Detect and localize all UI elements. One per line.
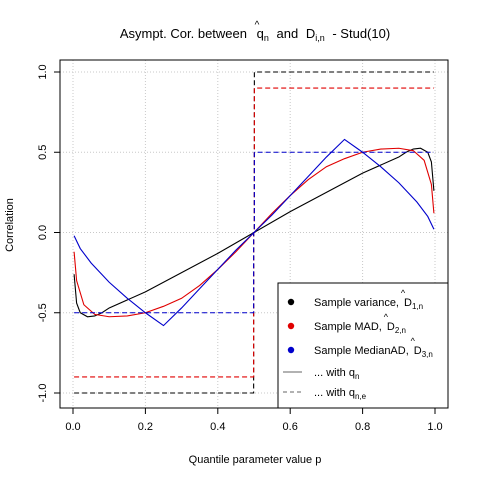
x-tick-label: 0.2 [138, 421, 153, 433]
y-tick-label: 0.5 [37, 145, 49, 160]
title-d: D [306, 26, 315, 41]
legend-box [277, 282, 449, 409]
legend-marker-dot [287, 322, 295, 330]
title-d-sub: i,n [315, 33, 325, 43]
x-tick-label: 1.0 [427, 421, 442, 433]
legend-marker-dot [287, 298, 295, 306]
plot-frame [59, 59, 449, 409]
x-axis-label: Quantile parameter value p [189, 454, 322, 466]
legend-marker-dot [287, 346, 295, 354]
y-tick-label: 1.0 [37, 64, 49, 79]
title-post: - Stud(10) [332, 26, 390, 41]
legend-label: ... with qn,e [314, 387, 367, 401]
x-tick-label: 0.4 [210, 421, 225, 433]
chart-title: Asympt. Cor. between qn and Di,n - Stud(… [120, 26, 390, 44]
x-tick-label: 0.8 [355, 421, 370, 433]
y-axis-label: Correlation [4, 198, 16, 252]
series-layer [73, 71, 435, 394]
x-axis: 0.0 0.2 0.4 0.6 0.8 1.0 [65, 408, 443, 433]
x-tick-label: 0.6 [283, 421, 298, 433]
y-tick-label: -0.5 [37, 303, 49, 322]
grid [60, 60, 448, 408]
legend-label: Sample MAD, D2,n [314, 321, 406, 335]
legend-label: Sample MedianAD, D3,n [314, 345, 433, 359]
series-line-5 [74, 151, 434, 314]
title-q-hat: ^ [255, 20, 260, 31]
legend: Sample variance, D1,n^Sample MAD, D2,n^Sam… [277, 282, 449, 409]
legend-label: Sample variance, D1,n [314, 297, 423, 311]
y-axis: -1.0 -0.5 0.0 0.5 1.0 [37, 64, 60, 402]
legend-label: ... with qn [314, 367, 359, 381]
title-mid: and [277, 26, 299, 41]
title-pre: Asympt. Cor. between [120, 26, 247, 41]
y-tick-label: 0.0 [37, 225, 49, 240]
legend-hat: ^ [401, 288, 406, 298]
x-tick-label: 0.0 [65, 421, 80, 433]
title-q-sub: n [264, 33, 269, 43]
legend-hat: ^ [411, 336, 416, 346]
legend-hat: ^ [384, 312, 389, 322]
y-tick-label: -1.0 [37, 384, 49, 403]
title-q: q [257, 26, 264, 41]
